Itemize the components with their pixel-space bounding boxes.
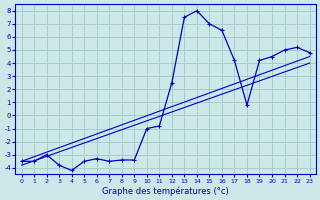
X-axis label: Graphe des températures (°c): Graphe des températures (°c) xyxy=(102,186,229,196)
